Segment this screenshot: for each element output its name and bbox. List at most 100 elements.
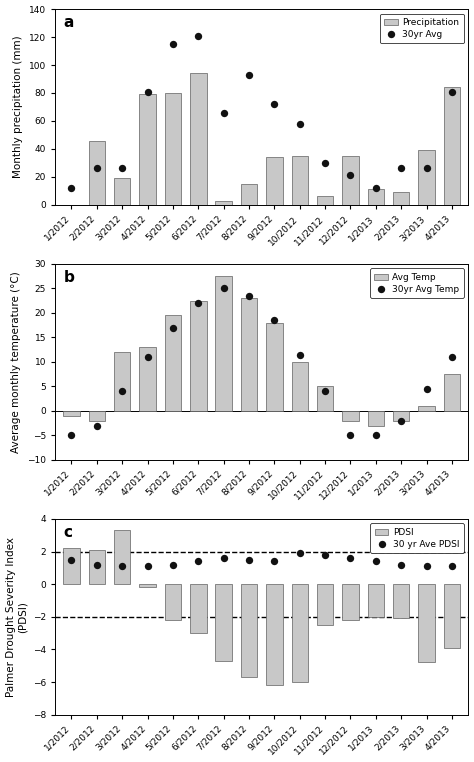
Point: [169, 38, 177, 50]
Point: [296, 547, 303, 559]
Bar: [292, 362, 308, 411]
Bar: [190, 301, 207, 411]
Bar: [89, 411, 105, 421]
Point: [245, 290, 253, 302]
Point: [220, 552, 228, 564]
Point: [271, 555, 278, 568]
Bar: [393, 584, 410, 619]
Point: [144, 560, 151, 572]
Point: [372, 182, 380, 194]
Bar: [114, 352, 130, 411]
Bar: [139, 584, 156, 588]
Y-axis label: Palmer Drought Severity Index
(PDSI): Palmer Drought Severity Index (PDSI): [6, 536, 27, 696]
Bar: [139, 94, 156, 205]
Point: [194, 297, 202, 309]
Bar: [63, 549, 80, 584]
Bar: [164, 584, 181, 620]
Y-axis label: Monthly precipitation (mm): Monthly precipitation (mm): [13, 36, 23, 178]
Bar: [266, 157, 283, 205]
Bar: [190, 73, 207, 205]
Point: [68, 182, 75, 194]
Point: [93, 419, 100, 431]
Bar: [419, 584, 435, 662]
Point: [118, 560, 126, 572]
Point: [194, 30, 202, 42]
Point: [448, 85, 456, 98]
Point: [423, 383, 430, 395]
Legend: Avg Temp, 30yr Avg Temp: Avg Temp, 30yr Avg Temp: [370, 268, 464, 298]
Point: [118, 162, 126, 174]
Bar: [317, 584, 333, 625]
Text: a: a: [63, 15, 73, 30]
Bar: [292, 584, 308, 682]
Point: [245, 69, 253, 81]
Text: c: c: [63, 525, 72, 539]
Bar: [89, 140, 105, 205]
Bar: [342, 411, 359, 421]
Bar: [393, 192, 410, 205]
Point: [397, 415, 405, 427]
Bar: [292, 156, 308, 205]
Bar: [241, 298, 257, 411]
Bar: [114, 178, 130, 205]
Point: [68, 429, 75, 441]
Point: [144, 351, 151, 363]
Point: [397, 559, 405, 571]
Point: [68, 554, 75, 566]
Point: [321, 549, 329, 561]
Point: [423, 560, 430, 572]
Bar: [419, 150, 435, 205]
Point: [93, 559, 100, 571]
Bar: [444, 374, 460, 411]
Point: [220, 107, 228, 119]
Point: [372, 429, 380, 441]
Bar: [63, 411, 80, 416]
Point: [271, 98, 278, 110]
Bar: [393, 411, 410, 421]
Y-axis label: Average monthly temperature (°C): Average monthly temperature (°C): [11, 271, 21, 453]
Point: [245, 554, 253, 566]
Point: [220, 283, 228, 295]
Bar: [368, 190, 384, 205]
Bar: [266, 584, 283, 685]
Bar: [444, 584, 460, 648]
Bar: [368, 411, 384, 425]
Bar: [241, 584, 257, 677]
Point: [169, 559, 177, 571]
Bar: [89, 550, 105, 584]
Point: [296, 117, 303, 130]
Point: [194, 555, 202, 568]
Point: [346, 429, 354, 441]
Point: [296, 348, 303, 360]
Point: [93, 162, 100, 174]
Bar: [317, 197, 333, 205]
Bar: [317, 386, 333, 411]
Bar: [444, 88, 460, 205]
Point: [346, 552, 354, 564]
Legend: PDSI, 30 yr Ave PDSI: PDSI, 30 yr Ave PDSI: [370, 523, 464, 553]
Point: [372, 555, 380, 568]
Bar: [164, 315, 181, 411]
Bar: [368, 584, 384, 616]
Bar: [139, 347, 156, 411]
Bar: [190, 584, 207, 633]
Bar: [215, 276, 232, 411]
Text: b: b: [63, 270, 74, 285]
Bar: [342, 584, 359, 620]
Point: [144, 85, 151, 98]
Bar: [215, 584, 232, 661]
Bar: [215, 200, 232, 205]
Bar: [342, 156, 359, 205]
Point: [423, 162, 430, 174]
Point: [397, 162, 405, 174]
Point: [448, 351, 456, 363]
Bar: [241, 184, 257, 205]
Point: [321, 157, 329, 169]
Point: [118, 385, 126, 397]
Bar: [114, 530, 130, 584]
Point: [321, 385, 329, 397]
Bar: [266, 323, 283, 411]
Bar: [419, 406, 435, 411]
Point: [448, 560, 456, 572]
Point: [346, 169, 354, 181]
